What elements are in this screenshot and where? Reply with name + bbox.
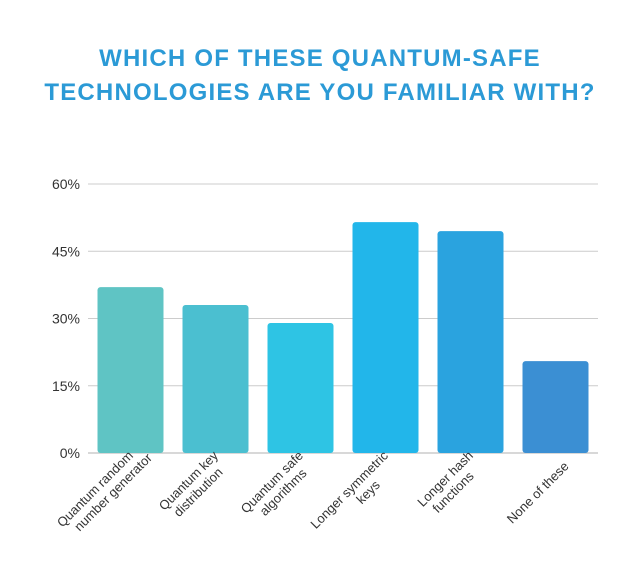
y-axis-tick-labels: 0% 15% 30% 45% 60% <box>52 176 80 461</box>
gridlines <box>88 183 598 454</box>
bar <box>182 305 249 453</box>
bar <box>267 322 334 453</box>
bar <box>352 222 419 453</box>
chart-title-line-2: TECHNOLOGIES ARE YOU FAMILIAR WITH? <box>44 79 596 106</box>
x-category-label: None of these <box>504 459 572 527</box>
bar <box>522 361 589 453</box>
y-tick-label: 15% <box>52 378 80 394</box>
y-tick-label: 0% <box>60 445 80 461</box>
bar <box>437 231 504 453</box>
bar <box>97 287 164 453</box>
y-tick-label: 45% <box>52 243 80 259</box>
bars <box>97 222 589 453</box>
chart-title: WHICH OF THESE QUANTUM-SAFE TECHNOLOGIES… <box>0 42 640 110</box>
y-tick-label: 30% <box>52 311 80 327</box>
chart-title-line-1: WHICH OF THESE QUANTUM-SAFE <box>99 45 541 72</box>
x-category-label-line: None of these <box>504 459 572 527</box>
y-tick-label: 60% <box>52 176 80 192</box>
